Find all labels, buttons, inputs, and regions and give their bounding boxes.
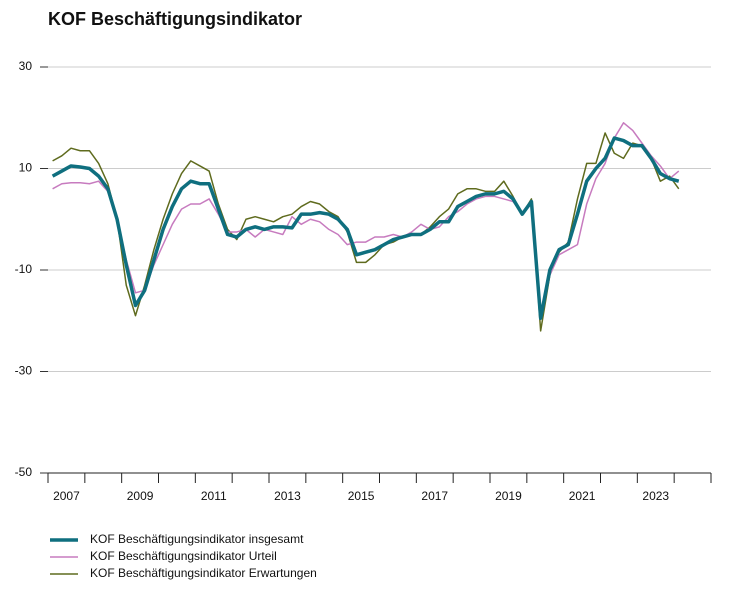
x-tick-label: 2009	[127, 489, 154, 503]
legend-label: KOF Beschäftigungsindikator Urteil	[90, 549, 277, 563]
x-tick-label: 2007	[53, 489, 80, 503]
series-line	[52, 122, 680, 317]
x-tick-label: 2019	[495, 489, 522, 503]
y-tick-label: -10	[15, 262, 33, 276]
y-tick-label: -50	[15, 465, 33, 479]
x-tick-label: 2011	[201, 489, 227, 503]
x-tick-label: 2017	[421, 489, 448, 503]
y-tick-label: 10	[19, 161, 33, 175]
y-tick-label: 30	[19, 59, 33, 73]
x-tick-label: 2021	[569, 489, 596, 503]
y-tick-label: -30	[15, 364, 33, 378]
x-tick-label: 2023	[642, 489, 669, 503]
legend-label: KOF Beschäftigungsindikator Erwartungen	[90, 566, 317, 580]
x-tick-label: 2013	[274, 489, 301, 503]
x-tick-label: 2015	[348, 489, 375, 503]
legend-label: KOF Beschäftigungsindikator insgesamt	[90, 532, 304, 546]
series-line	[51, 136, 680, 320]
series-line	[52, 132, 680, 332]
chart-title: KOF Beschäftigungsindikator	[48, 9, 302, 29]
